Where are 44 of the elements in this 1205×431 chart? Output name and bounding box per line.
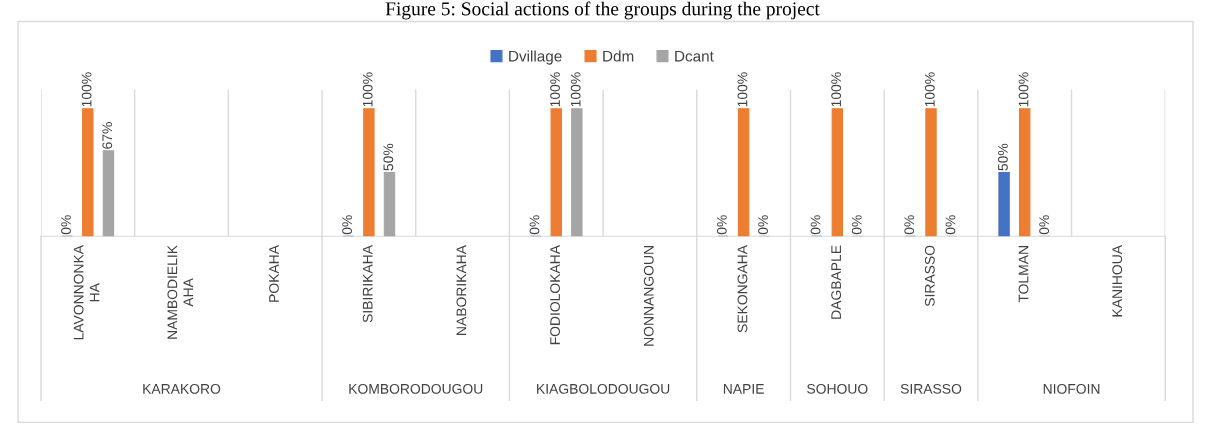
data-label: 50% [997, 143, 1008, 171]
data-label: 0% [61, 215, 71, 235]
text: NAPIE [723, 384, 764, 394]
data-label: 100% [1018, 72, 1029, 107]
data-label: 100% [570, 72, 581, 107]
x-tick-label: DAGBAPLE [831, 245, 842, 319]
legend-label: Dvillage [509, 50, 562, 65]
data-label: 0% [716, 215, 727, 235]
data-label: 100% [737, 72, 748, 107]
x-tick-label: NABORIKAHA [456, 245, 467, 335]
data-label: 67% [102, 122, 113, 149]
legend-label: Dcant [675, 50, 714, 62]
x-tick-label: TOLMAN [1018, 246, 1029, 303]
data-label: 0% [904, 215, 915, 235]
x-tick-label: SIBIRIKAHA [362, 245, 373, 323]
x-tick-label: SEKONGAHA [737, 245, 748, 333]
x-tick-label: POKAHA [269, 245, 279, 302]
text: NIOFOIN [1043, 383, 1100, 394]
text: KOMBORODOUGOU [349, 383, 483, 394]
data-label: 0% [810, 215, 821, 235]
data-label: 0% [758, 215, 768, 235]
text: KIAGBOLODOUGOU [537, 383, 670, 394]
legend-label: Ddm [603, 50, 634, 62]
data-label: 0% [1039, 215, 1050, 235]
chart-title: Figure 5: Social actions of the groups during the project [385, 1, 820, 20]
data-label: 100% [362, 72, 373, 107]
data-label: 0% [529, 215, 540, 235]
text: SOHOUO [807, 383, 868, 394]
x-tick-label: SIRASSO [924, 245, 935, 307]
x-tick-label: LAVONNONKA HA [73, 245, 100, 340]
data-label: 100% [81, 72, 92, 107]
text: KARAKORO [143, 383, 221, 394]
data-label: 100% [831, 72, 842, 107]
x-tick-label: KANIHOUA [1112, 245, 1123, 317]
data-label: 100% [550, 72, 560, 107]
data-label: 0% [945, 215, 956, 235]
data-label: 0% [851, 215, 862, 235]
data-label: 0% [342, 215, 352, 235]
text: SIRASSO [900, 383, 962, 394]
x-tick-label: NAMBODIELIK AHA [167, 245, 194, 339]
data-label: 50% [383, 143, 394, 171]
x-tick-label: FODIOLOKAHA [550, 245, 560, 345]
data-label: 100% [924, 72, 935, 107]
x-tick-label: NONNANGOUN [643, 246, 654, 346]
